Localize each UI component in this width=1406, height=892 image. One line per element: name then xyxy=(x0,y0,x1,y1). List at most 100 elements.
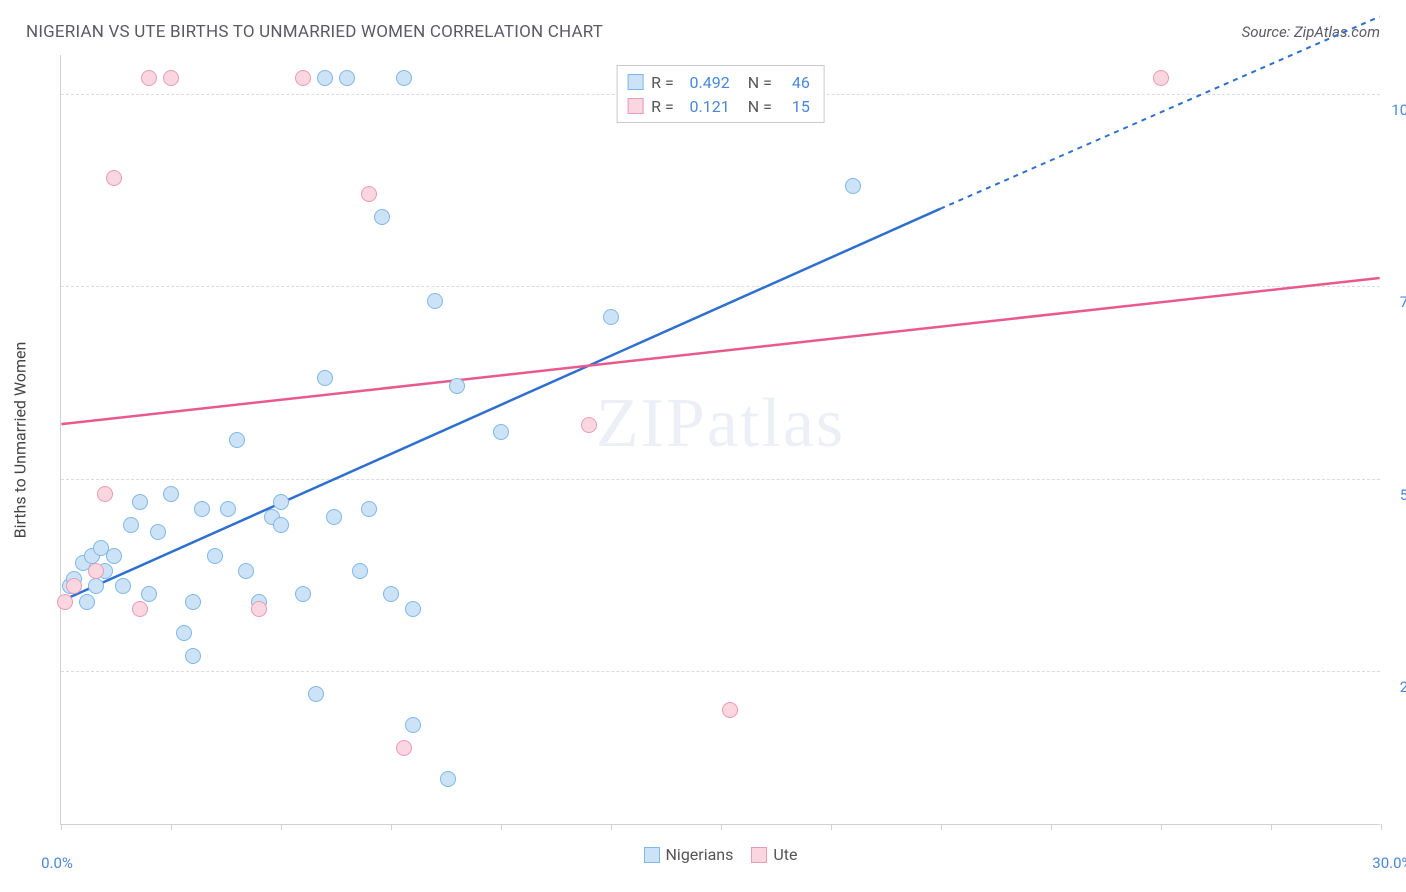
gridline xyxy=(61,479,1380,480)
watermark: ZIPatlas xyxy=(596,384,845,464)
data-point-nigerians xyxy=(185,594,201,610)
data-point-nigerians xyxy=(115,578,131,594)
y-tick-label: 50.0% xyxy=(1385,486,1406,504)
x-tick-label: 30.0% xyxy=(1358,854,1406,872)
x-tick xyxy=(391,824,392,830)
data-point-nigerians xyxy=(339,70,355,86)
x-tick xyxy=(171,824,172,830)
header: NIGERIAN VS UTE BIRTHS TO UNMARRIED WOME… xyxy=(26,22,1380,42)
data-point-nigerians xyxy=(194,501,210,517)
data-point-ute xyxy=(1153,70,1169,86)
x-tick xyxy=(721,824,722,830)
legend-item-label: Ute xyxy=(773,845,797,864)
data-point-ute xyxy=(361,186,377,202)
x-tick xyxy=(1381,824,1382,830)
x-tick xyxy=(1271,824,1272,830)
data-point-nigerians xyxy=(308,686,324,702)
scatter-plot: ZIPatlas R =0.492N =46R =0.121N =15 Nige… xyxy=(60,55,1380,825)
data-point-nigerians xyxy=(396,70,412,86)
data-point-nigerians xyxy=(132,494,148,510)
legend-item: Nigerians xyxy=(644,845,734,864)
data-point-ute xyxy=(88,563,104,579)
legend-series: Nigerians Ute xyxy=(644,845,798,864)
data-point-nigerians xyxy=(163,486,179,502)
data-point-nigerians xyxy=(845,178,861,194)
data-point-nigerians xyxy=(79,594,95,610)
data-point-ute xyxy=(66,578,82,594)
data-point-ute xyxy=(396,740,412,756)
data-point-ute xyxy=(57,594,73,610)
legend-r-value: 0.492 xyxy=(682,73,730,92)
x-tick xyxy=(281,824,282,830)
data-point-ute xyxy=(581,417,597,433)
legend-stat-row: R = 0.121 N = 15 xyxy=(627,94,810,118)
x-tick xyxy=(61,824,62,830)
legend-stat-row: R = 0.492 N = 46 xyxy=(627,70,810,94)
y-tick-label: 100.0% xyxy=(1385,101,1406,119)
legend-item: Ute xyxy=(751,845,797,864)
data-point-ute xyxy=(295,70,311,86)
legend-swatch xyxy=(644,847,660,863)
legend-swatch xyxy=(751,847,767,863)
data-point-nigerians xyxy=(123,517,139,533)
data-point-nigerians xyxy=(229,432,245,448)
legend-n-value: 46 xyxy=(780,73,810,92)
x-tick xyxy=(1051,824,1052,830)
chart-title: NIGERIAN VS UTE BIRTHS TO UNMARRIED WOME… xyxy=(26,22,603,42)
data-point-nigerians xyxy=(352,563,368,579)
data-point-nigerians xyxy=(238,563,254,579)
data-point-nigerians xyxy=(273,494,289,510)
legend-r-label: R = xyxy=(651,73,674,92)
data-point-nigerians xyxy=(273,517,289,533)
legend-swatch xyxy=(627,74,643,90)
x-tick xyxy=(941,824,942,830)
data-point-nigerians xyxy=(383,586,399,602)
x-tick xyxy=(611,824,612,830)
data-point-nigerians xyxy=(405,717,421,733)
source-label: Source: ZipAtlas.com xyxy=(1242,23,1380,41)
data-point-nigerians xyxy=(207,548,223,564)
data-point-nigerians xyxy=(220,501,236,517)
data-point-ute xyxy=(106,170,122,186)
data-point-ute xyxy=(722,702,738,718)
legend-r-value: 0.121 xyxy=(682,97,730,116)
data-point-nigerians xyxy=(603,309,619,325)
data-point-nigerians xyxy=(449,378,465,394)
legend-n-label: N = xyxy=(748,73,772,92)
data-point-nigerians xyxy=(295,586,311,602)
data-point-nigerians xyxy=(176,625,192,641)
y-tick-label: 75.0% xyxy=(1385,293,1406,311)
data-point-nigerians xyxy=(493,424,509,440)
legend-stats: R = 0.492 N = 46 R = 0.121 N = 15 xyxy=(616,65,825,123)
legend-r-label: R = xyxy=(651,97,674,116)
data-point-nigerians xyxy=(185,648,201,664)
data-point-ute xyxy=(163,70,179,86)
legend-n-value: 15 xyxy=(780,97,810,116)
data-point-nigerians xyxy=(150,524,166,540)
legend-swatch xyxy=(627,98,643,114)
data-point-nigerians xyxy=(88,578,104,594)
data-point-nigerians xyxy=(374,209,390,225)
data-point-ute xyxy=(132,601,148,617)
x-tick-label: 0.0% xyxy=(41,854,73,872)
legend-item-label: Nigerians xyxy=(666,845,734,864)
x-tick xyxy=(501,824,502,830)
data-point-ute xyxy=(141,70,157,86)
legend-n-label: N = xyxy=(748,97,772,116)
x-tick xyxy=(1161,824,1162,830)
gridline xyxy=(61,286,1380,287)
data-point-nigerians xyxy=(317,70,333,86)
data-point-ute xyxy=(97,486,113,502)
plot-area: Births to Unmarried Women ZIPatlas R =0.… xyxy=(60,55,1380,825)
data-point-nigerians xyxy=(141,586,157,602)
y-tick-label: 25.0% xyxy=(1385,678,1406,696)
data-point-nigerians xyxy=(440,771,456,787)
data-point-nigerians xyxy=(361,501,377,517)
data-point-nigerians xyxy=(405,601,421,617)
data-point-nigerians xyxy=(326,509,342,525)
data-point-nigerians xyxy=(317,370,333,386)
gridline xyxy=(61,671,1380,672)
data-point-nigerians xyxy=(427,293,443,309)
y-axis-title: Births to Unmarried Women xyxy=(11,342,30,539)
trend-lines xyxy=(61,55,1380,824)
